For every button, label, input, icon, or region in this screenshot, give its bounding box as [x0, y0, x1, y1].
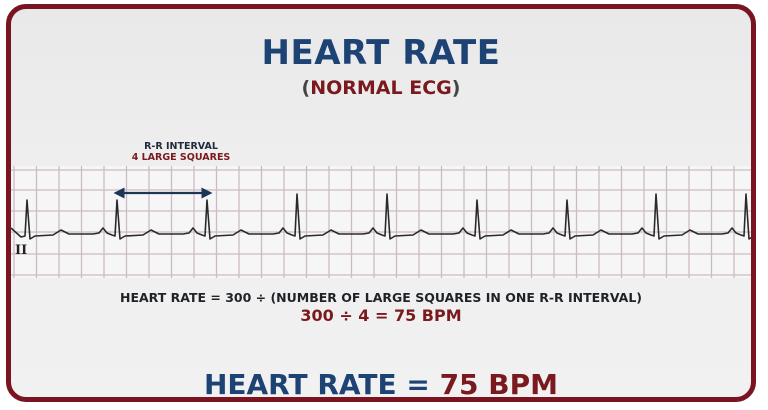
result-prefix: HEART RATE =	[203, 368, 440, 401]
subtitle-open-paren: (	[301, 77, 311, 99]
result: HEART RATE = 75 BPM	[11, 368, 751, 401]
infographic-frame: HEART RATE (NORMAL ECG) R-R INTERVAL 4 L…	[6, 4, 756, 402]
ecg-grid	[11, 166, 751, 278]
ecg-strip	[11, 166, 751, 278]
result-value: 75 BPM	[439, 368, 559, 401]
ecg-trace	[11, 193, 751, 240]
formula-text: HEART RATE = 300 ÷ (NUMBER OF LARGE SQUA…	[120, 290, 642, 305]
rr-interval-title: R-R INTERVAL	[144, 141, 218, 152]
rr-interval-squares: 4 LARGE SQUARES	[131, 152, 231, 163]
subtitle-text: NORMAL ECG	[310, 77, 452, 99]
title: HEART RATE	[261, 33, 501, 73]
ecg-paper	[11, 166, 751, 278]
subtitle: (NORMAL ECG)	[11, 77, 751, 99]
subtitle-close-paren: )	[451, 77, 461, 99]
calculation-text: 300 ÷ 4 = 75 BPM	[300, 306, 462, 325]
rr-interval-label: R-R INTERVAL 4 LARGE SQUARES	[111, 141, 251, 163]
lead-label: II	[15, 243, 28, 258]
